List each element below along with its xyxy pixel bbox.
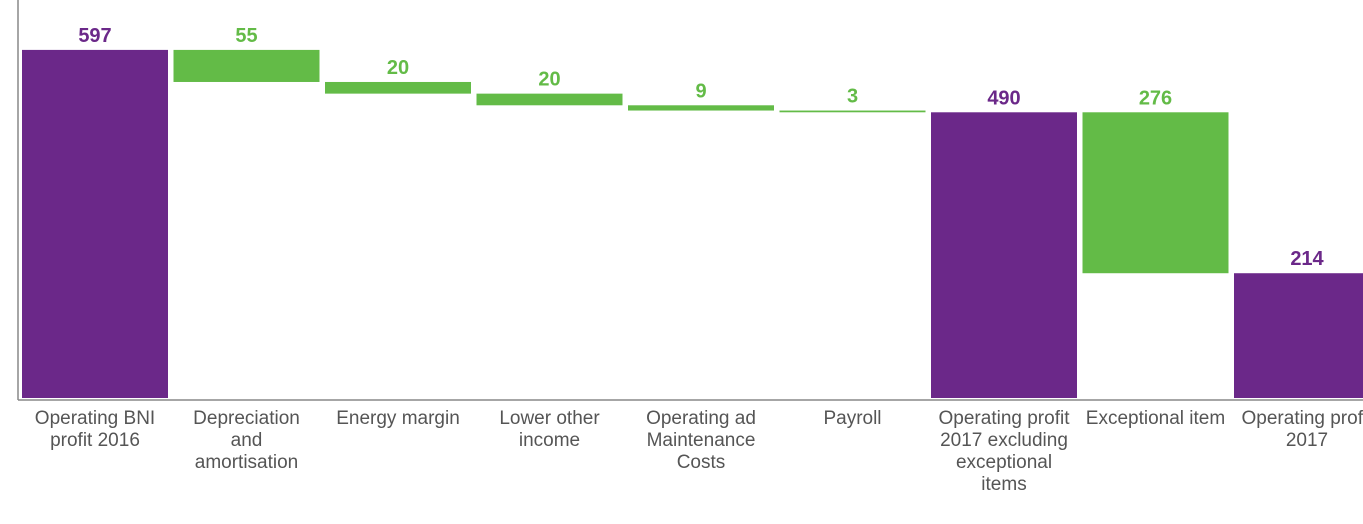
- x-tick-label: Operating BNI profit 2016: [34, 408, 156, 451]
- x-tick-label: Exceptional item: [1085, 408, 1226, 429]
- x-tick-label: Payroll: [823, 408, 882, 429]
- value-label: 9: [695, 80, 706, 102]
- x-tick-label: Operating ad Maintenance Costs: [646, 408, 756, 473]
- value-label: 3: [847, 86, 858, 108]
- x-tick-label: Operating profit 2017 excluding exceptio…: [938, 408, 1070, 495]
- value-label: 55: [235, 25, 257, 47]
- bar: [22, 49, 168, 398]
- bar: [325, 81, 471, 94]
- value-label: 597: [78, 25, 111, 47]
- x-tick-label: Lower other income: [499, 408, 600, 451]
- bar: [173, 49, 320, 82]
- bar: [1234, 273, 1363, 398]
- bar: [1082, 112, 1229, 274]
- bar: [931, 112, 1077, 399]
- bar: [476, 93, 623, 106]
- value-label: 20: [387, 57, 409, 79]
- x-tick-label: Operating profit 2017: [1241, 408, 1363, 451]
- value-label: 276: [1139, 87, 1172, 109]
- x-tick-label: Energy margin: [336, 408, 460, 429]
- bar: [628, 105, 774, 111]
- value-label: 214: [1290, 248, 1324, 270]
- x-tick-label: Depreciation and amortisation: [193, 408, 300, 473]
- value-label: 20: [538, 69, 560, 91]
- value-label: 490: [987, 87, 1020, 109]
- bar: [779, 110, 926, 113]
